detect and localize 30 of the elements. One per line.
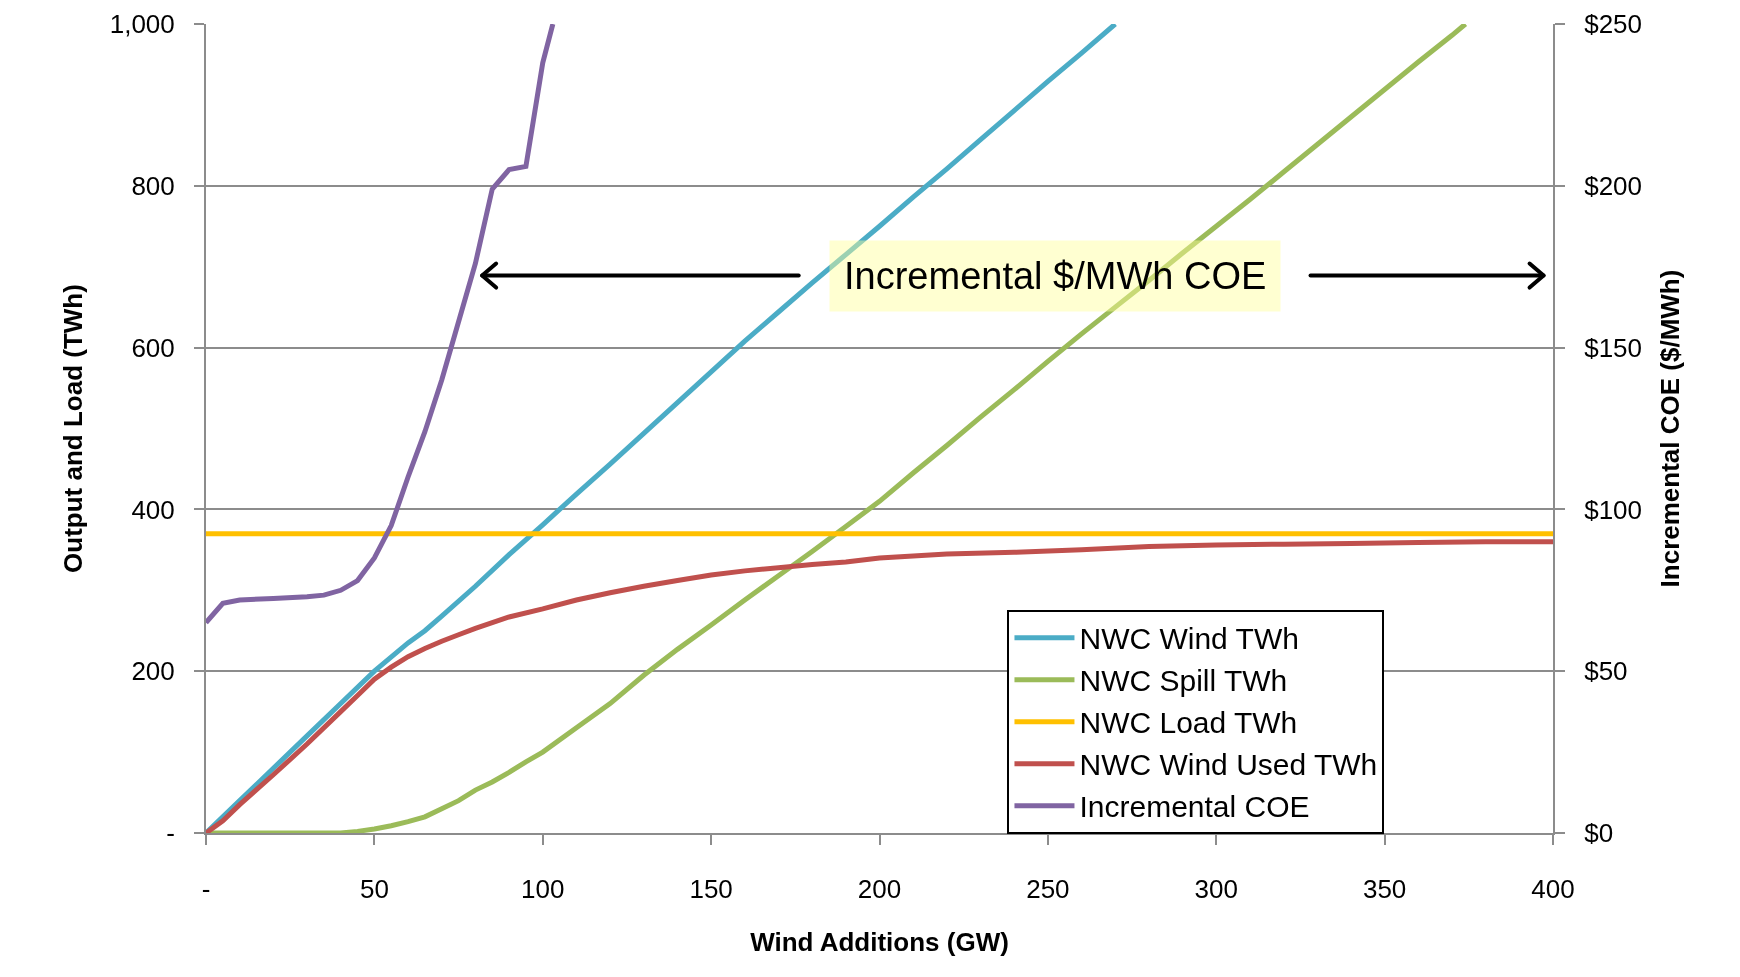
x-tick-label: 300 — [1194, 874, 1238, 905]
legend-label: NWC Load TWh — [1079, 706, 1298, 740]
y-tick-label: 800 — [131, 170, 175, 201]
x-tick-label: 400 — [1531, 874, 1575, 905]
y-tick-label: 200 — [131, 656, 175, 687]
x-tick-label: 100 — [521, 874, 565, 905]
x-axis-title: Wind Additions (GW) — [750, 927, 1009, 958]
y-tick-label: 1,000 — [109, 9, 175, 40]
x-tick-label: 350 — [1362, 874, 1407, 905]
y-tick-label: 400 — [131, 494, 175, 525]
y2-tick-label: $250 — [1584, 9, 1643, 40]
y2-tick-label: $50 — [1584, 656, 1628, 687]
y-axis-title: Output and Load (TWh) — [57, 284, 88, 573]
legend-label: NWC Spill TWh — [1079, 664, 1288, 698]
x-tick-label: 50 — [359, 874, 389, 905]
y-tick-label: - — [166, 818, 175, 849]
legend-label: Incremental COE — [1079, 790, 1310, 824]
y-tick-label: 600 — [131, 332, 175, 363]
y2-tick-label: $200 — [1584, 170, 1643, 201]
y2-tick-label: $0 — [1584, 818, 1614, 849]
x-tick-label: 150 — [689, 874, 733, 905]
x-tick-label: 200 — [857, 874, 902, 905]
y2-axis-title: Incremental COE ($/MWh) — [1655, 269, 1686, 588]
legend-label: NWC Wind Used TWh — [1079, 748, 1378, 782]
legend-label: NWC Wind TWh — [1079, 622, 1299, 656]
x-tick-label: - — [201, 874, 211, 905]
x-tick-label: 250 — [1026, 874, 1070, 905]
y2-tick-label: $100 — [1584, 494, 1643, 525]
annotation: Incremental $/MWh COE — [844, 255, 1267, 297]
y2-tick-label: $150 — [1584, 332, 1643, 363]
